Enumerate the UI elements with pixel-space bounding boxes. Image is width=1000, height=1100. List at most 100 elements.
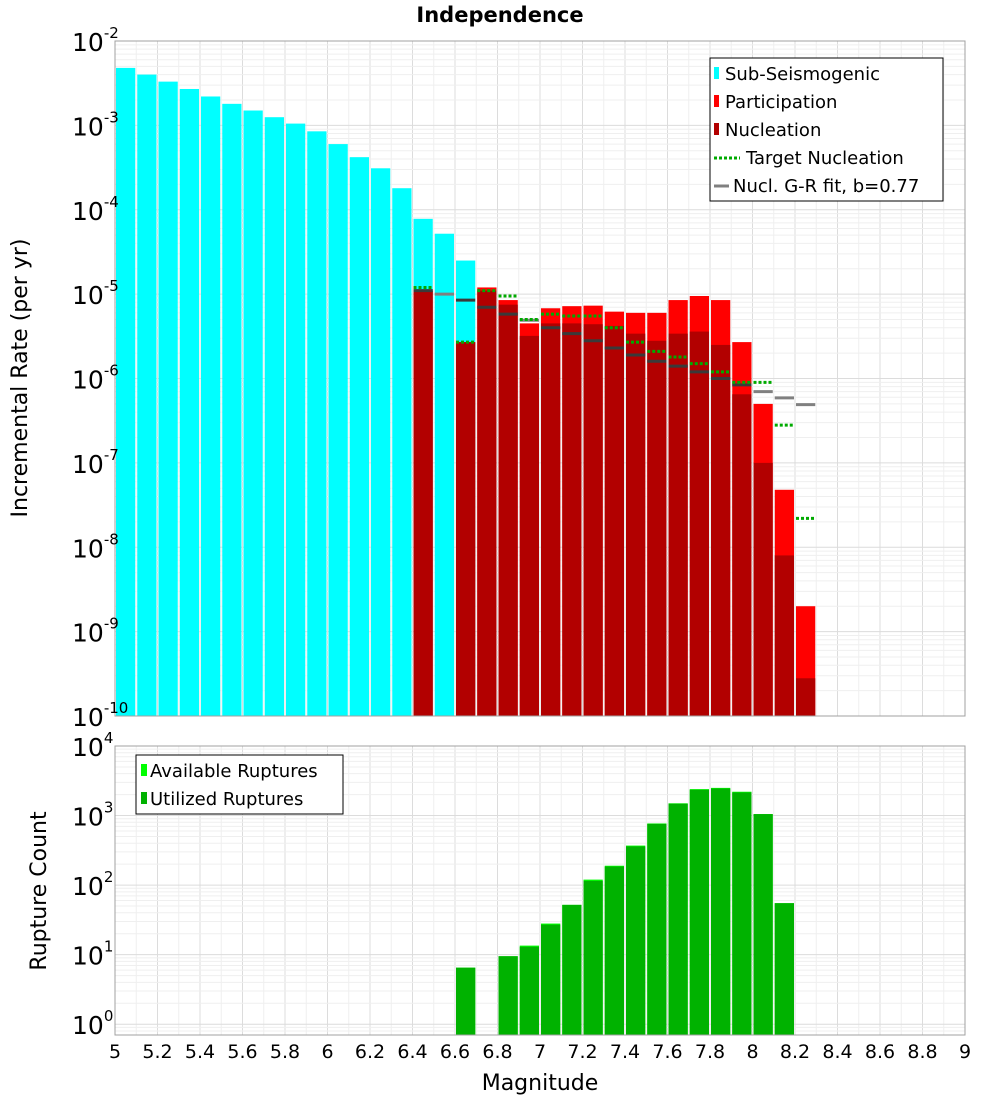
top-plot-lines (413, 285, 816, 520)
bar-sub-seismogenic (222, 103, 242, 717)
bottom-plot-bars (456, 787, 794, 1035)
top-y-tick-label: 10-3 (72, 108, 119, 141)
top-y-tick-label: 10-5 (72, 277, 119, 310)
bar-utilized-ruptures (753, 814, 773, 1035)
bar-utilized-ruptures (456, 967, 476, 1035)
bar-utilized-ruptures (774, 903, 794, 1035)
x-tick-label: 8 (746, 1041, 758, 1063)
x-tick-label: 7.8 (695, 1041, 725, 1063)
x-tick-label: 9 (959, 1041, 971, 1063)
x-tick-label: 6 (321, 1041, 333, 1063)
bar-sub-seismogenic (264, 117, 284, 716)
x-tick-label: 7.2 (567, 1041, 597, 1063)
bottom-y-tick-label: 101 (72, 938, 113, 971)
x-tick-label: 8.6 (865, 1041, 895, 1063)
bar-utilized-ruptures (732, 792, 752, 1035)
top-y-tick-label: 10-2 (72, 24, 119, 57)
bar-sub-seismogenic (286, 123, 306, 716)
top-y-tick-label: 10-6 (72, 362, 119, 395)
top-y-tick-labels: 10-10 10-9 10-8 10-7 10-6 10-5 10-4 10-3 10-2 (72, 24, 128, 732)
bar-utilized-ruptures (689, 789, 709, 1035)
bar-sub-seismogenic (307, 131, 327, 717)
legend-swatch-available-ruptures (141, 764, 147, 776)
bottom-y-tick-label: 100 (72, 1007, 113, 1040)
bar-sub-seismogenic (328, 144, 348, 716)
bottom-legend: Available Ruptures Utilized Ruptures (135, 754, 344, 815)
x-axis-label: Magnitude (482, 1071, 599, 1096)
bar-nucleation (583, 324, 603, 716)
bar-sub-seismogenic (201, 96, 221, 716)
legend-label-available-ruptures: Available Ruptures (150, 761, 318, 782)
legend-label-nucleation: Nucleation (725, 120, 821, 141)
bar-nucleation (604, 325, 624, 716)
x-tick-label: 6.6 (440, 1041, 470, 1063)
legend-label-target-nucleation: Target Nucleation (745, 148, 904, 169)
bottom-y-tick-label: 104 (72, 729, 113, 762)
top-y-tick-label: 10-8 (72, 530, 119, 563)
chart-title: Independence (416, 3, 583, 27)
x-tick-label: 6.8 (482, 1041, 512, 1063)
bar-nucleation (541, 323, 561, 716)
bottom-y-tick-label: 102 (72, 868, 113, 901)
bottom-legend-box (135, 754, 344, 815)
bar-nucleation (711, 344, 731, 716)
legend-swatch-participation (714, 95, 719, 107)
bar-nucleation (647, 340, 667, 716)
bar-nucleation (498, 304, 518, 716)
bar-utilized-ruptures (604, 866, 624, 1035)
x-tick-label: 7 (534, 1041, 546, 1063)
top-y-tick-label: 10-9 (72, 615, 119, 648)
bar-nucleation (732, 394, 752, 716)
bar-nucleation (626, 333, 646, 716)
bottom-y-axis-label: Rupture Count (27, 811, 52, 971)
bar-sub-seismogenic (158, 81, 178, 717)
bar-nucleation (477, 290, 497, 716)
x-tick-label: 8.4 (822, 1041, 852, 1063)
x-tick-label: 8.2 (780, 1041, 810, 1063)
bar-utilized-ruptures (498, 956, 518, 1035)
legend-label-utilized-ruptures: Utilized Ruptures (150, 789, 303, 810)
bar-sub-seismogenic (137, 74, 157, 717)
bar-sub-seismogenic (243, 110, 263, 716)
legend-swatch-sub-seismogenic (714, 67, 719, 79)
x-tick-label: 6.4 (397, 1041, 427, 1063)
x-tick-label: 5.2 (142, 1041, 172, 1063)
bar-utilized-ruptures (562, 904, 582, 1035)
x-tick-label: 5.8 (270, 1041, 300, 1063)
top-y-axis-label: Incremental Rate (per yr) (8, 239, 33, 518)
bar-nucleation (562, 323, 582, 716)
bottom-y-tick-label: 103 (72, 799, 113, 832)
top-y-tick-label: 10-10 (72, 699, 128, 732)
x-tick-label: 5 (109, 1041, 121, 1063)
bar-sub-seismogenic (392, 188, 412, 717)
bar-nucleation (796, 678, 816, 716)
bar-nucleation (519, 335, 539, 716)
legend-label-sub-seismogenic: Sub-Seismogenic (725, 64, 880, 85)
bottom-y-tick-labels: 100 101 102 103 104 (72, 729, 113, 1040)
bar-sub-seismogenic (371, 168, 391, 716)
x-tick-label: 8.8 (907, 1041, 937, 1063)
top-y-tick-label: 10-7 (72, 446, 119, 479)
bottom-plot-frame (114, 745, 966, 1036)
top-legend-box (709, 57, 944, 202)
legend-swatch-utilized-ruptures (141, 792, 147, 804)
bar-utilized-ruptures (626, 846, 646, 1035)
top-plot-frame (114, 40, 966, 717)
bar-sub-seismogenic (349, 157, 369, 717)
x-tick-label: 6.2 (355, 1041, 385, 1063)
x-tick-label: 5.4 (185, 1041, 215, 1063)
plot-frames (114, 40, 966, 1036)
legend-label-participation: Participation (725, 92, 837, 113)
legend-swatch-nucleation (714, 123, 719, 135)
bar-sub-seismogenic (434, 233, 454, 716)
bar-sub-seismogenic (116, 67, 136, 717)
x-tick-label: 7.6 (652, 1041, 682, 1063)
legend-label-gr-fit: Nucl. G-R fit, b=0.77 (733, 176, 919, 197)
top-y-tick-label: 10-4 (72, 193, 119, 226)
bar-nucleation (689, 331, 709, 716)
bar-utilized-ruptures (541, 924, 561, 1035)
bar-sub-seismogenic (179, 88, 199, 716)
x-tick-labels: 5 5.2 5.4 5.6 5.8 6 6.2 6.4 6.6 6.8 7 7.2 7.4 7.6 7.8 8… (109, 1041, 971, 1063)
bar-nucleation (456, 342, 476, 716)
